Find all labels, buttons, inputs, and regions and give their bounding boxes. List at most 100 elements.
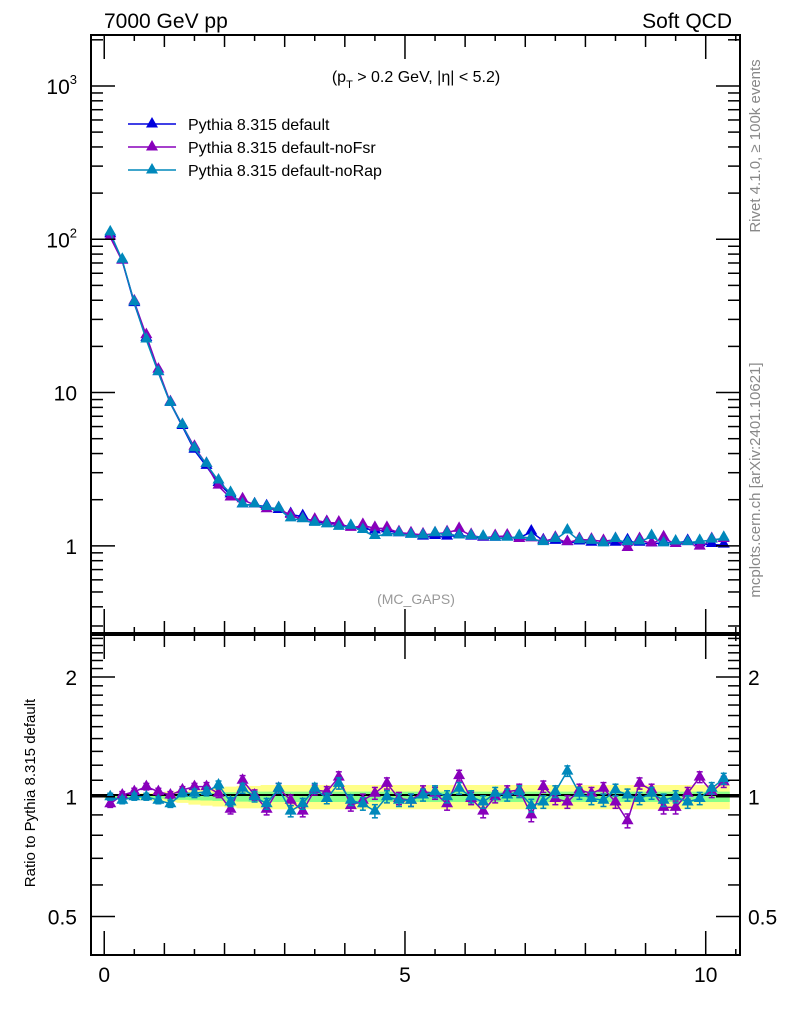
main-data-point <box>368 528 381 540</box>
main-series-line <box>109 232 724 545</box>
legend-marker-icon <box>146 117 158 128</box>
ratio-data-point <box>717 771 730 783</box>
ratio-data-point <box>657 793 670 804</box>
ratio-data-point <box>164 796 177 808</box>
ratio-data-point <box>669 800 682 811</box>
ratio-data-point <box>549 784 562 796</box>
main-data-point <box>332 519 345 530</box>
main-data-point <box>272 500 285 512</box>
ratio-data-point <box>597 781 610 792</box>
ratio-data-point <box>368 786 381 797</box>
ratio-data-point <box>392 793 405 804</box>
ratio-data-point <box>200 784 213 796</box>
main-data-point <box>344 518 357 529</box>
legend-label: Pythia 8.315 default <box>188 117 330 134</box>
main-data-point <box>104 224 117 236</box>
ratio-data-point <box>621 813 634 825</box>
ratio-data-point <box>465 789 478 801</box>
main-data-point <box>489 530 502 541</box>
ratio-series-group <box>104 764 730 829</box>
ratio-data-point <box>417 787 430 799</box>
ratio-axes: 2 2 1 1 0.5 0.5 0 5 10 <box>48 635 777 987</box>
ratio-data-point <box>224 802 237 813</box>
legend-marker-icon <box>146 140 158 151</box>
main-data-point <box>308 515 321 526</box>
main-data-point <box>477 529 490 540</box>
ratio-data-point <box>633 791 646 802</box>
ratio-data-point <box>477 804 490 815</box>
ratio-data-point <box>681 786 694 797</box>
ratio-data-point <box>585 791 598 802</box>
main-data-point <box>417 527 430 539</box>
ratio-data-point <box>140 789 153 801</box>
ratio-data-point <box>380 776 393 787</box>
main-data-point <box>561 522 574 534</box>
main-data-point <box>705 532 718 543</box>
ratio-y-tick-label-right: 2 <box>748 667 760 690</box>
ratio-data-point <box>681 794 694 806</box>
main-data-point <box>188 440 201 452</box>
main-data-point <box>392 525 405 537</box>
main-data-point <box>585 533 598 544</box>
ratio-series-line <box>110 769 725 813</box>
main-data-point <box>200 456 213 467</box>
legend-label: Pythia 8.315 default-noFsr <box>188 140 376 157</box>
analysis-name-label: (MC_GAPS) <box>377 591 455 607</box>
main-y-tick-label-exp: 3 <box>70 72 77 87</box>
main-data-point <box>681 534 694 546</box>
ratio-data-point <box>368 804 381 815</box>
main-y-tick-label: 10 <box>54 383 77 406</box>
main-data-point <box>717 530 730 541</box>
ratio-data-point <box>489 786 502 797</box>
ratio-data-point <box>561 764 574 775</box>
ratio-data-point <box>453 781 466 792</box>
ratio-y-tick-label-right: 1 <box>748 787 760 810</box>
ratio-data-point <box>296 796 309 808</box>
ratio-y-tick-label-right: 0.5 <box>748 906 777 929</box>
x-tick-label: 5 <box>399 964 411 987</box>
ratio-data-point <box>320 784 333 796</box>
main-data-point <box>152 364 165 376</box>
main-data-point <box>140 332 153 343</box>
ratio-data-point <box>513 784 526 796</box>
main-data-point <box>236 496 249 508</box>
main-data-point <box>128 294 141 306</box>
ratio-data-point <box>429 784 442 796</box>
main-data-point <box>549 531 562 542</box>
ratio-data-point <box>501 787 514 799</box>
cut-annotation-rest: > 0.2 GeV, |η| < 5.2) <box>353 69 500 86</box>
main-data-point <box>645 535 658 547</box>
ratio-data-point <box>525 807 538 819</box>
ratio-data-point <box>669 789 682 801</box>
main-y-tick-label: 102 <box>46 225 77 252</box>
ratio-data-point <box>188 786 201 797</box>
ratio-data-point <box>344 793 357 804</box>
ratio-data-point <box>573 786 586 797</box>
ratio-data-point <box>128 789 141 801</box>
main-data-point <box>693 539 706 550</box>
main-data-point <box>176 417 189 428</box>
main-data-point <box>633 533 646 545</box>
main-data-point <box>453 527 466 539</box>
ratio-y-axis-label: Ratio to Pythia 8.315 default <box>22 698 39 887</box>
main-y-tick-label-base: 10 <box>46 229 69 252</box>
ratio-data-point <box>104 796 117 808</box>
ratio-data-point <box>176 786 189 797</box>
ratio-data-point <box>284 793 297 804</box>
main-data-point <box>296 511 309 523</box>
main-data-point <box>657 529 670 541</box>
ratio-data-point <box>537 794 550 806</box>
ratio-data-point <box>597 793 610 804</box>
ratio-data-point <box>609 794 622 806</box>
ratio-data-point <box>332 776 345 787</box>
ratio-data-point <box>320 791 333 802</box>
ratio-data-point <box>104 789 117 801</box>
main-y-tick-label-exp: 2 <box>70 225 77 240</box>
main-data-point <box>669 533 682 545</box>
ratio-data-point <box>453 768 466 780</box>
main-data-point <box>657 535 670 547</box>
main-data-point <box>356 522 369 533</box>
ratio-data-point <box>404 793 417 804</box>
